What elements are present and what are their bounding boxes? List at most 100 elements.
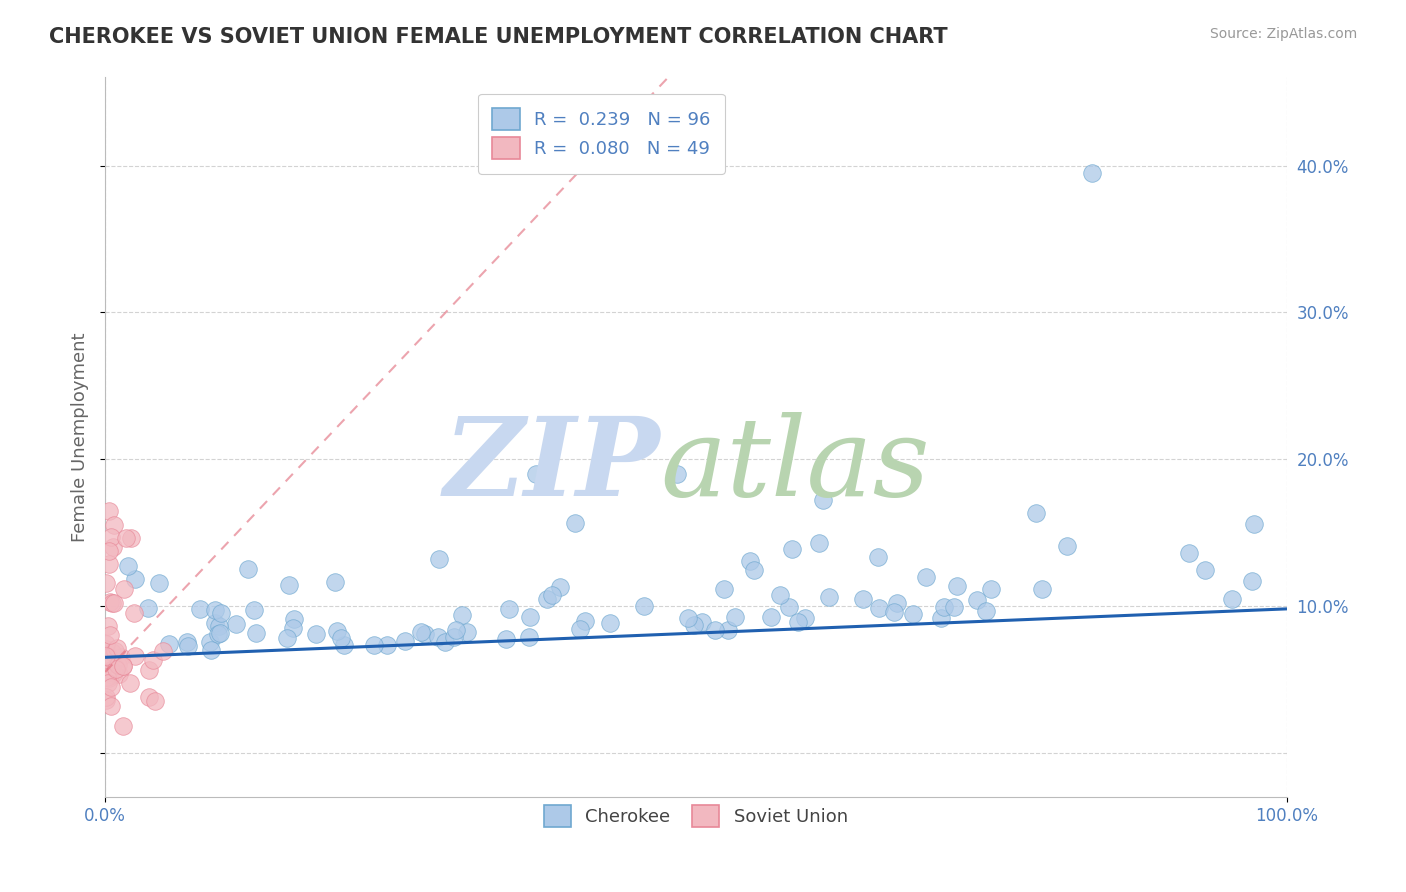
Point — [107, 658, 129, 673]
Point — [1025, 506, 1047, 520]
Point — [100, 699, 122, 714]
Point — [903, 607, 925, 621]
Point — [96, 637, 118, 651]
Point — [143, 693, 166, 707]
Point — [541, 588, 564, 602]
Point — [326, 624, 349, 639]
Point — [152, 644, 174, 658]
Point — [101, 645, 124, 659]
Point — [495, 632, 517, 646]
Point — [427, 630, 450, 644]
Point — [96, 670, 118, 684]
Point — [177, 639, 200, 653]
Point — [112, 719, 135, 733]
Point — [100, 680, 122, 694]
Point — [98, 558, 121, 572]
Point — [633, 599, 655, 613]
Point — [207, 627, 229, 641]
Text: CHEROKEE VS SOVIET UNION FEMALE UNEMPLOYMENT CORRELATION CHART: CHEROKEE VS SOVIET UNION FEMALE UNEMPLOY… — [49, 27, 948, 46]
Point — [204, 615, 226, 630]
Point — [112, 658, 135, 673]
Point — [411, 625, 433, 640]
Point — [142, 653, 165, 667]
Point — [1080, 166, 1102, 180]
Point — [980, 582, 1002, 596]
Point — [96, 693, 118, 707]
Point — [498, 602, 520, 616]
Point — [517, 630, 540, 644]
Point — [943, 599, 966, 614]
Point — [124, 572, 146, 586]
Point — [98, 595, 121, 609]
Point — [413, 626, 436, 640]
Point — [103, 518, 125, 533]
Point — [117, 559, 139, 574]
Point — [363, 638, 385, 652]
Text: atlas: atlas — [661, 412, 931, 520]
Point — [98, 503, 121, 517]
Point — [276, 631, 298, 645]
Point — [333, 638, 356, 652]
Point — [1031, 582, 1053, 596]
Point — [330, 632, 353, 646]
Point — [208, 618, 231, 632]
Point — [1056, 539, 1078, 553]
Point — [190, 602, 212, 616]
Point — [323, 575, 346, 590]
Legend: Cherokee, Soviet Union: Cherokee, Soviet Union — [537, 798, 855, 835]
Point — [157, 636, 180, 650]
Point — [724, 609, 747, 624]
Point — [813, 492, 835, 507]
Point — [118, 675, 141, 690]
Point — [427, 551, 450, 566]
Point — [778, 599, 800, 614]
Point — [104, 644, 127, 658]
Point — [103, 665, 125, 680]
Point — [446, 623, 468, 637]
Point — [97, 675, 120, 690]
Point — [100, 597, 122, 611]
Point — [198, 635, 221, 649]
Point — [704, 623, 727, 637]
Point — [808, 536, 831, 550]
Point — [242, 603, 264, 617]
Point — [245, 626, 267, 640]
Text: ZIP: ZIP — [444, 412, 661, 520]
Point — [377, 638, 399, 652]
Point — [717, 623, 740, 637]
Point — [780, 542, 803, 557]
Point — [209, 625, 232, 640]
Point — [536, 592, 558, 607]
Point — [283, 612, 305, 626]
Point — [122, 607, 145, 621]
Point — [564, 516, 586, 531]
Point — [281, 621, 304, 635]
Point — [97, 665, 120, 679]
Point — [713, 582, 735, 597]
Point — [100, 530, 122, 544]
Point — [115, 532, 138, 546]
Point — [1178, 546, 1201, 560]
Point — [100, 627, 122, 641]
Point — [105, 640, 128, 655]
Point — [744, 563, 766, 577]
Point — [101, 668, 124, 682]
Point — [204, 602, 226, 616]
Point — [225, 617, 247, 632]
Point — [793, 611, 815, 625]
Point — [974, 603, 997, 617]
Point — [97, 650, 120, 665]
Point — [456, 625, 478, 640]
Point — [866, 549, 889, 564]
Point — [104, 660, 127, 674]
Point — [434, 634, 457, 648]
Point — [676, 611, 699, 625]
Point — [868, 600, 890, 615]
Point — [209, 607, 232, 621]
Point — [110, 650, 132, 665]
Point — [96, 575, 118, 590]
Point — [886, 596, 908, 610]
Point — [443, 630, 465, 644]
Point — [569, 622, 592, 636]
Y-axis label: Female Unemployment: Female Unemployment — [72, 333, 89, 541]
